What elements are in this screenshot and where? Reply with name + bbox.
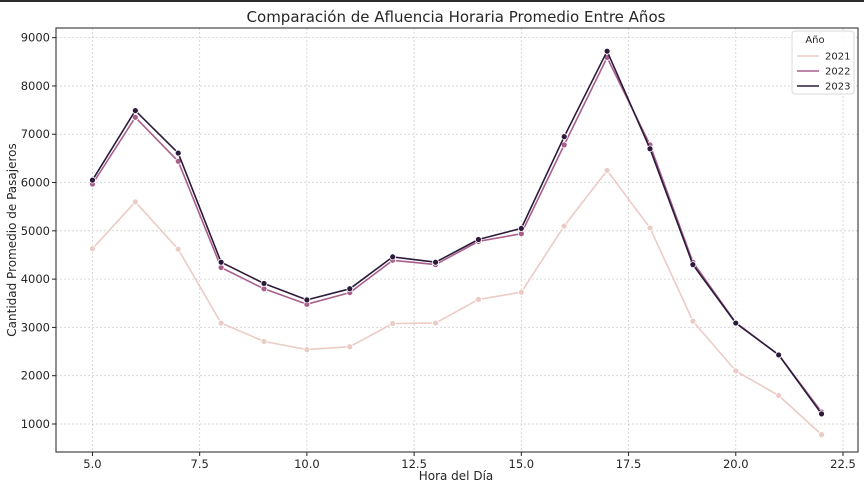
data-point: [260, 338, 268, 345]
data-point: [818, 410, 825, 418]
data-point: [389, 253, 397, 261]
legend-box: [791, 30, 855, 95]
window-top-border: [0, 0, 864, 2]
data-point: [174, 149, 182, 157]
data-point: [475, 236, 482, 243]
x-tick-label: 22.5: [830, 457, 856, 471]
legend-label-2021: 2021: [825, 52, 850, 63]
data-point: [89, 245, 96, 253]
data-point: [689, 261, 697, 269]
axis-ticks: 5.0 7.5 10.0 12.5 15.0 17.5 20.0 22.5 1000 2000 30…: [21, 31, 856, 471]
data-point: [818, 431, 825, 439]
y-tick-label: 6000: [21, 176, 50, 190]
data-point: [603, 47, 611, 55]
data-point: [217, 258, 225, 266]
series-2021: [89, 167, 825, 439]
data-point: [775, 392, 783, 399]
grid-lines: [56, 28, 858, 452]
legend-title: Año: [805, 35, 824, 46]
data-point: [689, 317, 697, 325]
y-tick-label: 5000: [21, 224, 50, 238]
y-axis-label: Cantidad Promedio de Pasajeros: [5, 143, 19, 336]
data-point: [389, 320, 397, 327]
x-tick-label: 15.0: [509, 457, 535, 471]
x-tick-label: 20.0: [723, 457, 749, 471]
data-point: [303, 346, 311, 354]
data-point: [131, 107, 139, 114]
series-2023: [89, 47, 825, 418]
y-tick-label: 4000: [21, 272, 50, 286]
data-point: [732, 367, 740, 375]
chart-title: Comparación de Afluencia Horaria Promedi…: [247, 8, 666, 26]
y-tick-label: 1000: [21, 417, 50, 431]
data-point: [174, 245, 182, 253]
data-point: [217, 319, 225, 327]
data-point: [432, 319, 439, 327]
data-point: [517, 225, 525, 232]
data-point: [560, 222, 568, 230]
series-line-2021: [91, 169, 823, 436]
series-line-2022: [91, 56, 823, 413]
data-point: [560, 133, 568, 141]
series-line-2023: [91, 50, 823, 415]
y-tick-label: 7000: [21, 127, 50, 141]
legend-label-2023: 2023: [825, 82, 850, 93]
data-point: [475, 295, 482, 303]
plot-area: [55, 27, 859, 453]
data-point: [303, 296, 311, 304]
x-tick-label: 5.0: [83, 457, 101, 471]
y-tick-label: 3000: [21, 320, 50, 334]
data-point: [517, 288, 525, 296]
x-tick-label: 17.5: [616, 457, 642, 471]
y-tick-label: 8000: [21, 79, 50, 93]
series-group: [89, 47, 825, 439]
data-point: [432, 258, 439, 266]
data-point: [346, 285, 354, 293]
data-point: [646, 145, 654, 153]
data-point: [646, 224, 654, 232]
x-tick-label: 7.5: [191, 457, 209, 471]
y-tick-label: 9000: [21, 31, 50, 45]
data-point: [346, 343, 354, 351]
data-point: [131, 198, 139, 206]
data-point: [89, 176, 96, 184]
legend-label-2022: 2022: [825, 67, 850, 78]
x-axis-label: Hora del Día: [419, 469, 494, 483]
data-point: [260, 280, 268, 287]
x-tick-label: 10.0: [294, 457, 320, 471]
x-tick-label: 12.5: [401, 457, 427, 471]
data-point: [603, 167, 611, 174]
data-point: [775, 351, 783, 359]
y-tick-label: 2000: [21, 369, 50, 383]
data-point: [732, 319, 740, 327]
data-point: [131, 113, 139, 121]
